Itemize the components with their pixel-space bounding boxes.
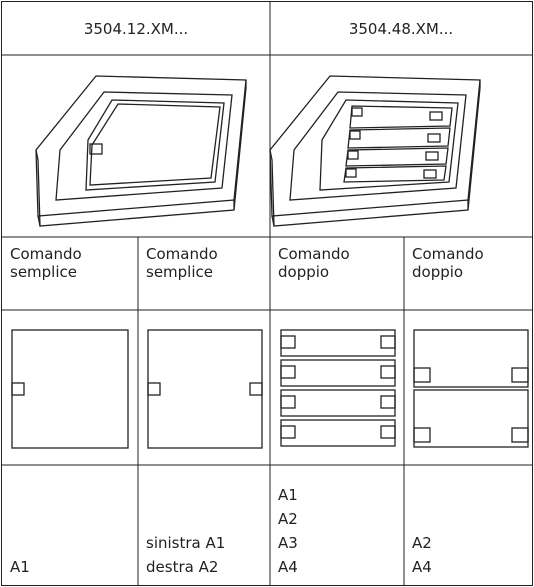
label-cell: Comando doppio bbox=[412, 245, 484, 281]
address: A2 bbox=[278, 510, 298, 528]
diagram-double-two bbox=[413, 329, 529, 448]
address: destra A2 bbox=[146, 558, 219, 576]
address-cell: A1 bbox=[2, 465, 138, 585]
diagram-single-left bbox=[11, 329, 129, 449]
address-cell: A2 A4 bbox=[404, 465, 532, 585]
address: A3 bbox=[278, 534, 298, 552]
device-single bbox=[35, 75, 247, 227]
label-cell: Comando doppio bbox=[278, 245, 350, 281]
address-cell: sinistra A1 destra A2 bbox=[138, 465, 270, 585]
address: sinistra A1 bbox=[146, 534, 226, 552]
header-cell: 3504.12.XM... bbox=[83, 19, 189, 38]
diagram-single-both bbox=[147, 329, 263, 449]
address-cell: A1 A2 A3 A4 bbox=[270, 465, 404, 585]
address: A2 bbox=[412, 534, 432, 552]
diagram-double-four bbox=[280, 329, 396, 447]
header-cell: 3504.48.XM... bbox=[348, 19, 454, 38]
label-cell: Comando semplice bbox=[10, 245, 82, 281]
address: A4 bbox=[278, 558, 298, 576]
device-double bbox=[269, 75, 481, 227]
address: A4 bbox=[412, 558, 432, 576]
address: A1 bbox=[10, 558, 30, 576]
label-cell: Comando semplice bbox=[146, 245, 218, 281]
address: A1 bbox=[278, 486, 298, 504]
